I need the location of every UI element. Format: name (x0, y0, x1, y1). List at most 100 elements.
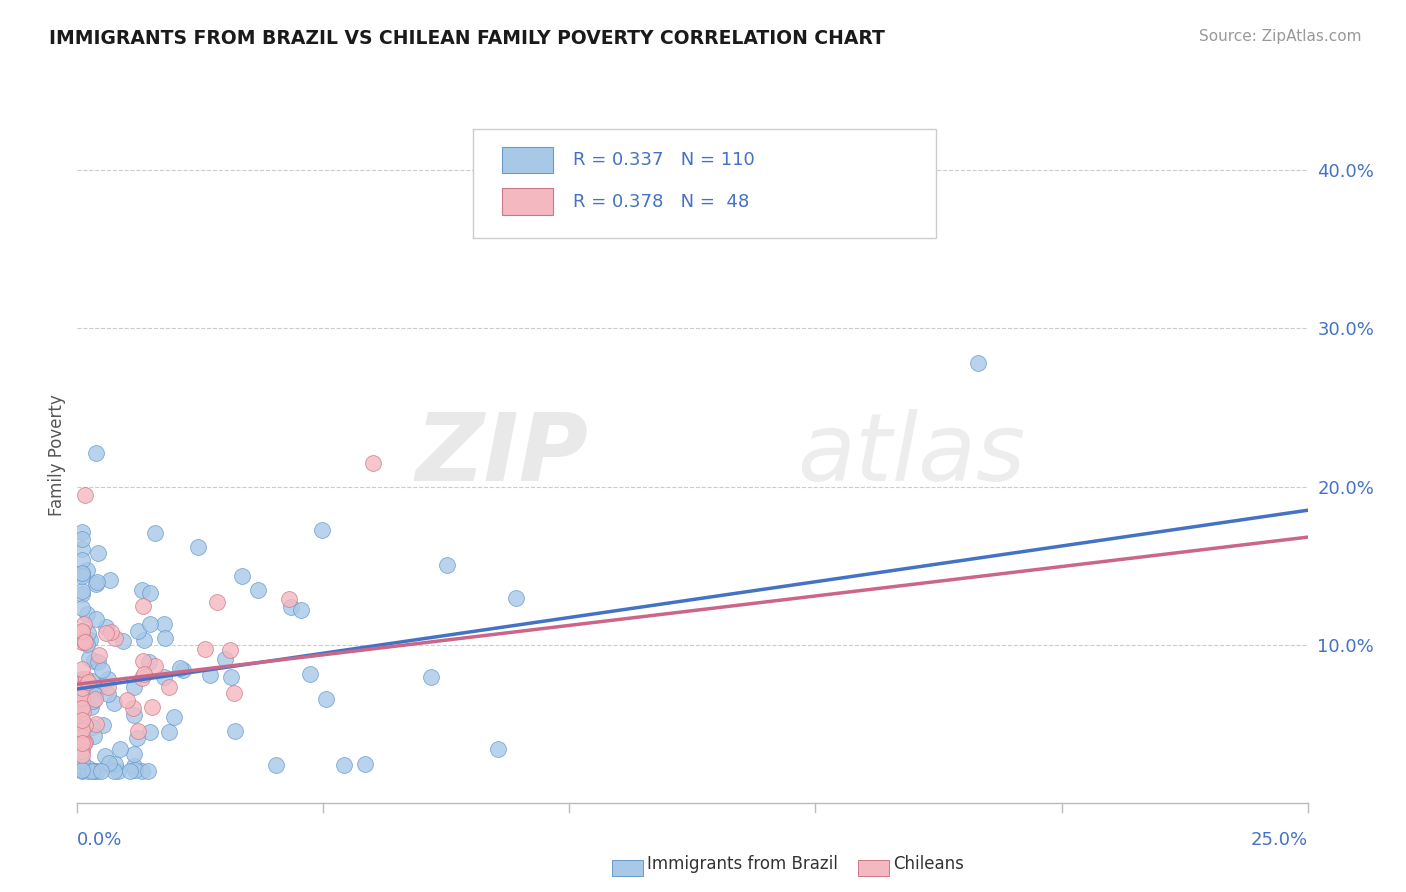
Point (70, 736, 93, 750)
Bar (502, 146, 554, 173)
Point (131, 671, 153, 685)
Point (91, 663, 114, 677)
Point (72, 634, 94, 648)
Point (86, 445, 108, 459)
Point (136, 764, 159, 779)
Point (311, 523, 333, 537)
Point (139, 616, 162, 631)
Point (118, 764, 141, 779)
Point (77, 651, 100, 665)
Point (132, 599, 155, 614)
Point (70, 569, 93, 583)
Point (198, 667, 221, 681)
Point (436, 558, 458, 573)
Point (298, 667, 321, 681)
Point (87, 656, 110, 670)
Y-axis label: Family Poverty: Family Poverty (48, 394, 66, 516)
Point (70, 764, 93, 779)
Point (84, 692, 107, 706)
Point (98, 756, 121, 770)
Point (70, 662, 93, 676)
Text: R = 0.337   N = 110: R = 0.337 N = 110 (574, 151, 755, 169)
Point (70, 698, 93, 712)
Point (70, 624, 93, 638)
Point (103, 696, 125, 710)
Point (86, 546, 108, 560)
Point (122, 707, 145, 722)
Point (290, 603, 312, 617)
Point (354, 756, 377, 771)
Point (73, 734, 96, 748)
Point (134, 633, 156, 648)
Point (122, 701, 145, 715)
Point (70, 566, 93, 580)
Point (70, 532, 93, 546)
Point (94, 749, 117, 764)
Point (70, 716, 93, 731)
Point (86, 764, 108, 779)
Point (124, 681, 146, 695)
Point (83, 729, 105, 743)
Point (70, 553, 93, 567)
Point (75, 672, 97, 686)
Point (221, 671, 243, 685)
Point (87, 648, 110, 663)
Point (315, 691, 337, 706)
Point (70, 542, 93, 557)
Point (486, 742, 509, 756)
Point (132, 667, 155, 681)
Point (70, 702, 93, 716)
Point (131, 764, 153, 779)
Point (107, 764, 129, 779)
Point (122, 759, 145, 773)
Text: IMMIGRANTS FROM BRAZIL VS CHILEAN FAMILY POVERTY CORRELATION CHART: IMMIGRANTS FROM BRAZIL VS CHILEAN FAMILY… (49, 29, 886, 47)
Point (247, 583, 270, 598)
Point (127, 724, 149, 739)
Point (277, 591, 299, 606)
Point (505, 591, 527, 605)
Point (127, 624, 149, 639)
Point (76, 563, 98, 577)
Point (70, 744, 93, 758)
Point (143, 525, 166, 540)
Point (70, 635, 93, 649)
Point (73, 685, 96, 699)
Point (70, 690, 93, 704)
Point (80, 720, 103, 734)
Point (70, 679, 93, 693)
Point (97, 687, 120, 701)
Point (82, 694, 104, 708)
Point (72, 705, 94, 719)
Text: Source: ZipAtlas.com: Source: ZipAtlas.com (1198, 29, 1361, 44)
Point (73, 690, 96, 704)
Point (70, 748, 93, 763)
Point (70, 587, 93, 601)
Text: 25.0%: 25.0% (1250, 831, 1308, 849)
Point (967, 356, 990, 370)
Point (100, 625, 122, 640)
Point (76, 607, 98, 621)
Point (79, 632, 101, 647)
Point (82, 764, 104, 779)
Point (169, 661, 191, 675)
Point (91, 678, 114, 692)
Point (112, 634, 135, 648)
Point (83, 764, 105, 779)
Point (222, 686, 245, 700)
Point (84, 576, 107, 591)
Point (157, 680, 180, 694)
Point (172, 663, 194, 677)
Point (103, 764, 125, 779)
Point (361, 456, 384, 470)
Point (77, 626, 100, 640)
Text: R = 0.378   N =  48: R = 0.378 N = 48 (574, 193, 749, 211)
Point (97, 681, 120, 695)
Point (70, 764, 93, 778)
Point (73, 736, 96, 750)
Point (70, 681, 93, 695)
Point (70, 723, 93, 738)
Point (91, 718, 114, 732)
Point (70, 701, 93, 715)
Point (194, 641, 217, 656)
Point (75, 488, 97, 502)
